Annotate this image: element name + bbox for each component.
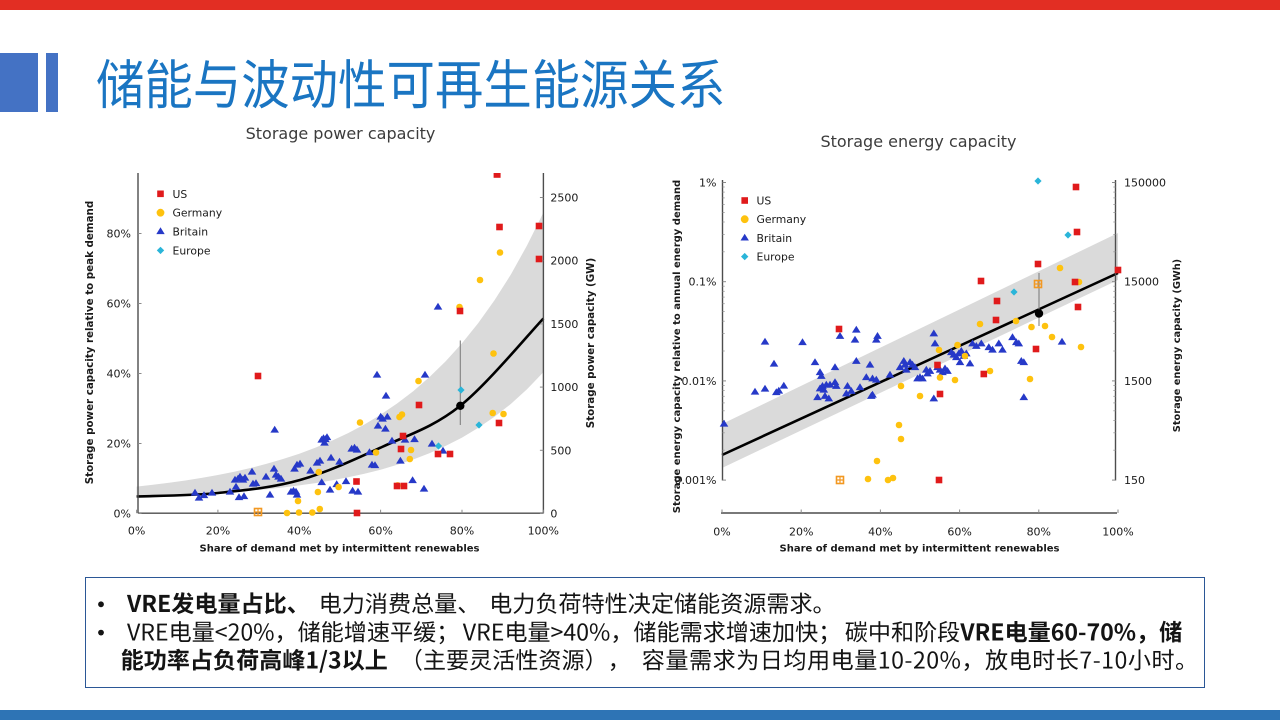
svg-text:Germany: Germany: [173, 207, 223, 220]
svg-text:20%: 20%: [107, 438, 131, 451]
svg-text:1500: 1500: [550, 318, 578, 331]
svg-text:Storage power capacity: Storage power capacity: [246, 124, 436, 143]
svg-text:20%: 20%: [789, 525, 813, 538]
svg-text:Storage power capacity relativ: Storage power capacity relative to peak …: [84, 201, 96, 485]
svg-text:40%: 40%: [868, 525, 892, 538]
svg-text:Britain: Britain: [173, 226, 209, 239]
svg-text:Britain: Britain: [757, 232, 793, 245]
svg-text:80%: 80%: [107, 228, 131, 241]
svg-text:Storage energy capacity (GWh): Storage energy capacity (GWh): [1172, 259, 1183, 432]
svg-text:1%: 1%: [699, 177, 716, 190]
svg-text:2000: 2000: [550, 255, 578, 268]
svg-text:40%: 40%: [107, 368, 131, 381]
svg-text:0%: 0%: [713, 525, 730, 538]
svg-text:60%: 60%: [368, 524, 392, 537]
svg-text:80%: 80%: [450, 524, 474, 537]
svg-text:60%: 60%: [947, 525, 971, 538]
svg-text:1000: 1000: [550, 381, 578, 394]
svg-text:150: 150: [1124, 474, 1145, 487]
svg-text:15000: 15000: [1124, 276, 1159, 289]
svg-text:20%: 20%: [206, 524, 230, 537]
svg-text:1500: 1500: [1124, 375, 1152, 388]
svg-text:Storage energy capacity relati: Storage energy capacity relative to annu…: [672, 180, 683, 513]
svg-text:80%: 80%: [1027, 525, 1051, 538]
svg-text:0.1%: 0.1%: [689, 276, 717, 289]
svg-text:Storage energy capacity: Storage energy capacity: [820, 132, 1016, 151]
svg-text:Germany: Germany: [757, 213, 807, 226]
svg-text:0: 0: [550, 508, 557, 521]
svg-text:0.01%: 0.01%: [682, 375, 717, 388]
svg-text:Europe: Europe: [173, 244, 211, 257]
svg-text:US: US: [757, 195, 772, 208]
svg-text:100%: 100%: [1102, 525, 1133, 538]
svg-text:0.001%: 0.001%: [675, 474, 717, 487]
svg-text:Storage power capacity (GW): Storage power capacity (GW): [585, 258, 597, 428]
svg-text:0%: 0%: [114, 508, 131, 521]
svg-text:60%: 60%: [107, 298, 131, 311]
svg-text:Share of demand met by intermi: Share of demand met by intermittent rene…: [780, 544, 1060, 555]
svg-text:2500: 2500: [550, 192, 578, 205]
svg-text:100%: 100%: [528, 524, 559, 537]
svg-text:40%: 40%: [287, 524, 311, 537]
svg-text:500: 500: [550, 444, 571, 457]
svg-text:0%: 0%: [128, 524, 145, 537]
svg-text:150000: 150000: [1124, 177, 1166, 190]
svg-text:Share of demand met by intermi: Share of demand met by intermittent rene…: [200, 544, 480, 555]
svg-text:Europe: Europe: [757, 251, 795, 264]
svg-text:US: US: [173, 188, 188, 201]
